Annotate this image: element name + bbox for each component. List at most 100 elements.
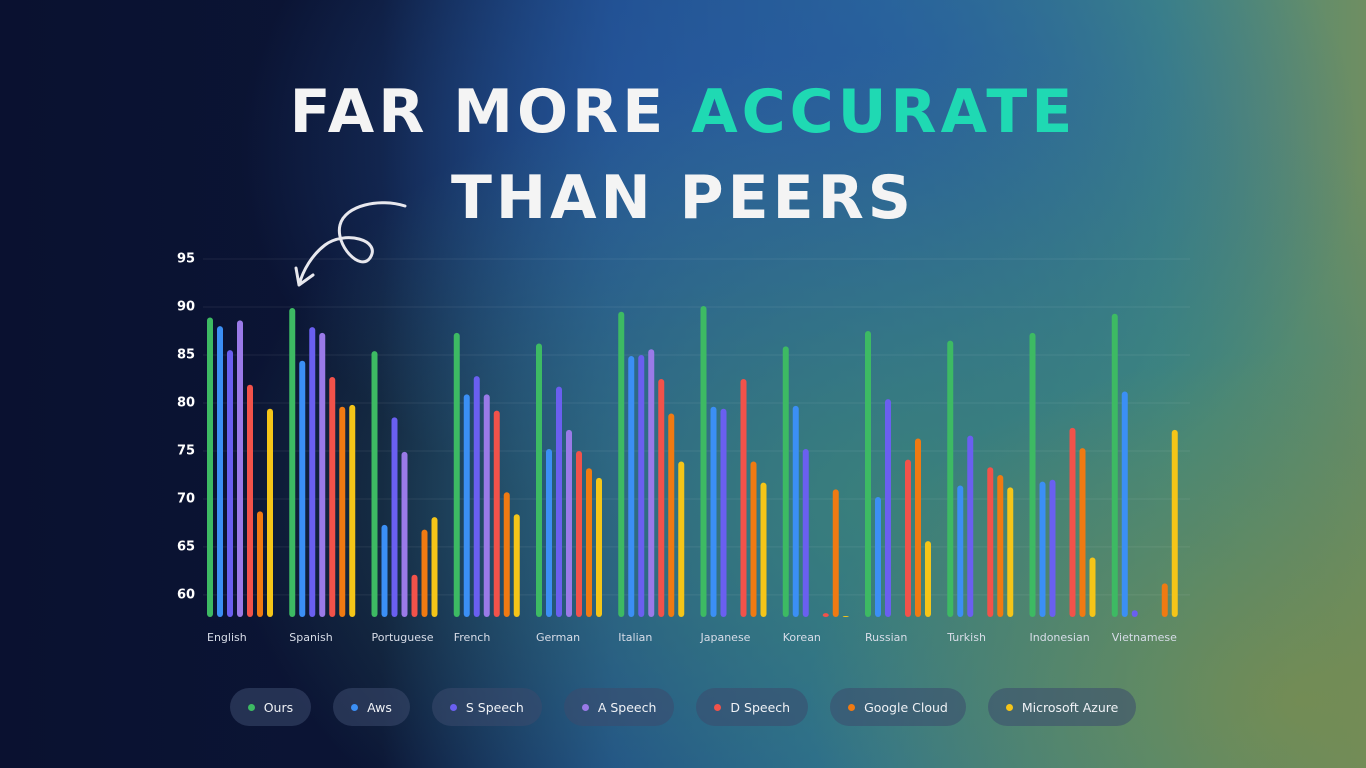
bar [586,468,592,617]
bar [822,613,829,617]
bar [1029,332,1036,617]
x-tick-label: Indonesian [1030,631,1090,644]
bar [536,343,542,617]
bar [237,320,243,617]
bar [1049,479,1056,617]
title-highlight: ACCURATE [691,77,1076,147]
bar [1039,481,1046,617]
bar [947,340,954,617]
bar [1007,487,1014,617]
y-tick-label: 95 [177,252,195,267]
bar [1121,391,1128,617]
bar [740,378,747,617]
legend-item[interactable]: Aws [333,688,410,726]
bar [658,378,665,617]
legend-label: A Speech [597,699,657,715]
x-tick-label: Vietnamese [1112,631,1177,644]
legend-item[interactable]: S Speech [431,688,542,726]
bar [1171,429,1178,617]
bar [905,459,911,617]
legend-swatch [247,703,255,711]
legend-label: S Speech [465,699,524,715]
arrow-decoration [294,201,407,287]
legend-item[interactable]: Google Cloud [830,688,966,726]
x-tick-label: German [536,631,580,644]
bar [289,307,296,617]
legend-item[interactable]: Ours [229,688,312,726]
bar [1089,557,1096,617]
bar [309,327,316,617]
bar [648,349,655,617]
bar [391,417,398,617]
bar [1079,448,1086,617]
y-tick-label: 65 [177,539,195,554]
y-tick-label: 75 [177,443,195,458]
bar [760,482,767,617]
bar [493,410,500,617]
legend-item[interactable]: Microsoft Azure [987,688,1137,726]
bar [483,394,490,617]
bar [710,406,717,617]
bar [411,574,418,617]
legend-label: D Speech [730,699,791,715]
bar [1131,610,1138,617]
bar [576,450,582,617]
bar [556,386,562,617]
bar [987,467,994,617]
bar [267,408,273,617]
bar [750,461,757,617]
x-tick-label: Italian [618,631,652,644]
bar [339,406,346,617]
bar [473,376,480,617]
bar [257,511,263,617]
legend-swatch [581,703,589,711]
bar [678,461,685,617]
x-tick-label: Turkish [946,631,986,644]
bar [453,332,460,617]
bar [668,413,675,617]
y-tick-label: 70 [177,491,195,506]
bar [842,616,849,618]
bar [875,497,881,617]
bar [566,429,572,617]
bar [1161,583,1168,617]
bar [431,517,438,617]
bar [421,529,428,617]
title-line-1: FAR MORE ACCURATE [290,77,1077,147]
bar [865,330,871,617]
bar [319,332,326,617]
title-line-2: THAN PEERS [451,163,915,233]
bar [1069,427,1076,617]
bar [349,404,356,617]
legend-label: Microsoft Azure [1021,699,1119,715]
bar [628,355,635,617]
bar [618,311,625,617]
legend-item[interactable]: D Speech [696,688,809,726]
bar [915,438,921,617]
bar [513,514,520,617]
bar [371,351,378,617]
x-tick-label: Russian [865,631,907,644]
legend-item[interactable]: A Speech [563,688,675,726]
bar [967,435,974,617]
bar [329,377,336,617]
bar [802,449,809,617]
legend-label: Aws [367,699,392,715]
y-tick-label: 90 [177,299,195,314]
legend-swatch [714,703,722,711]
bar [401,451,408,617]
bar [885,399,891,617]
bar [1111,313,1118,617]
bar [792,405,799,617]
y-tick-label: 80 [177,395,195,410]
title-text: FAR MORE [290,77,668,147]
bar [503,492,510,617]
x-tick-label: Portuguese [372,631,434,644]
bar [782,346,789,617]
x-tick-label: Japanese [700,631,751,644]
bar [596,477,602,617]
bar [997,474,1004,617]
x-tick-label: English [207,631,247,644]
bar [463,394,470,617]
